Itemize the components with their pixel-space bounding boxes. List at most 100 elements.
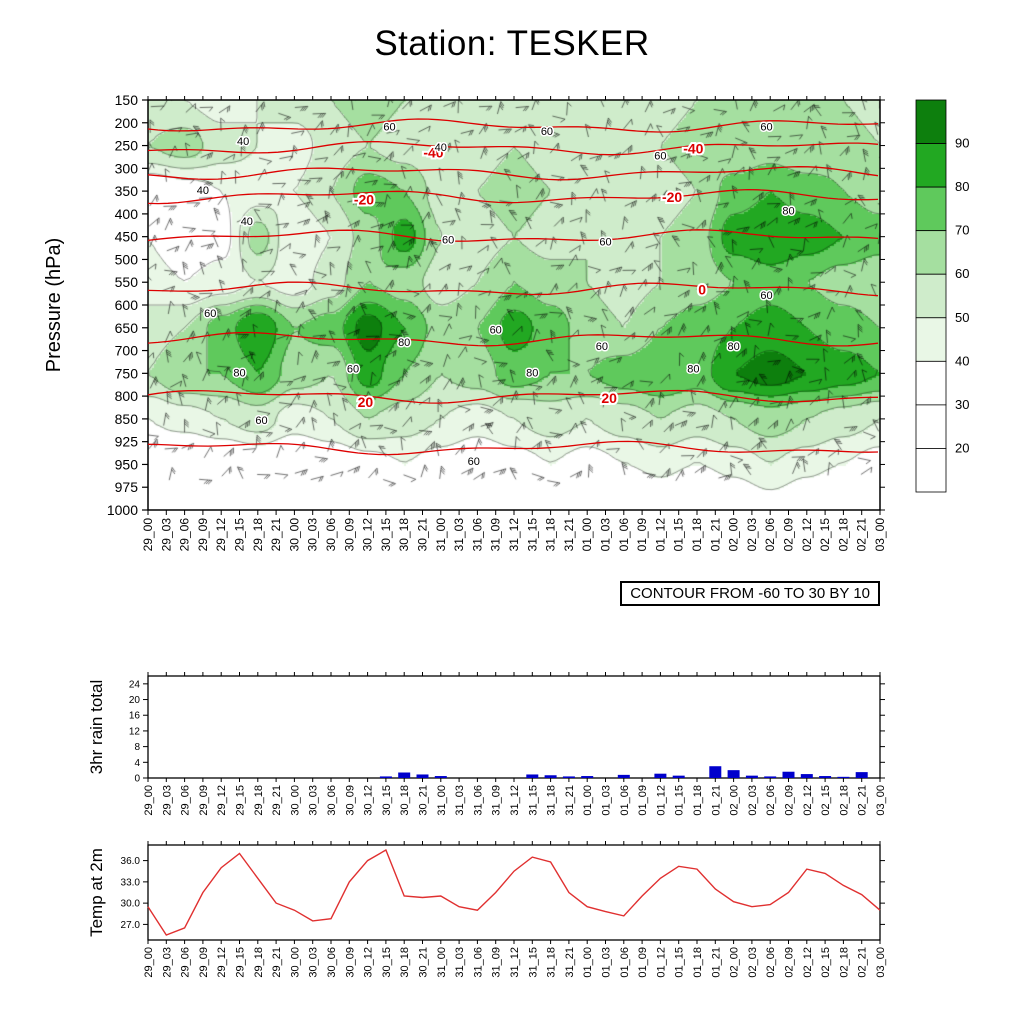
svg-text:20: 20 bbox=[601, 390, 617, 406]
temp-contour-line bbox=[147, 281, 879, 297]
time-tick-label: 02_21 bbox=[855, 518, 869, 552]
time-tick-label: 01_00 bbox=[580, 518, 594, 552]
time-tick-label: 29_12 bbox=[216, 947, 228, 978]
time-tick-label: 31_21 bbox=[564, 785, 576, 816]
rain-bar bbox=[819, 776, 832, 778]
time-tick-label: 29_15 bbox=[235, 785, 247, 816]
rain-bar bbox=[672, 775, 685, 778]
pressure-tick-label: 250 bbox=[115, 138, 139, 154]
svg-text:60: 60 bbox=[442, 234, 454, 246]
time-tick-label: 29_00 bbox=[143, 947, 155, 978]
time-tick-label: 01_06 bbox=[619, 947, 631, 978]
time-tick-label: 01_15 bbox=[674, 785, 686, 816]
rain-bar bbox=[416, 774, 429, 778]
time-tick-label: 30_21 bbox=[418, 785, 430, 816]
time-tick-label: 02_00 bbox=[729, 947, 741, 978]
rain-bar bbox=[617, 774, 630, 778]
pressure-tick-label: 200 bbox=[115, 115, 139, 131]
time-tick-label: 01_18 bbox=[690, 518, 704, 552]
time-tick-label: 30_12 bbox=[363, 785, 375, 816]
time-tick-label: 30_09 bbox=[342, 518, 356, 552]
time-tick-label: 31_03 bbox=[454, 785, 466, 816]
time-tick-label: 30_21 bbox=[418, 947, 430, 978]
time-tick-label: 03_00 bbox=[875, 785, 887, 816]
rain-bar bbox=[434, 776, 447, 778]
main-panel-axes: 1502002503003504004505005506006507007508… bbox=[43, 92, 887, 551]
svg-text:80: 80 bbox=[782, 206, 794, 218]
svg-text:60: 60 bbox=[760, 290, 772, 302]
rain-bar bbox=[800, 774, 813, 778]
time-tick-label: 02_03 bbox=[747, 785, 759, 816]
time-tick-label: 29_03 bbox=[161, 785, 173, 816]
svg-text:-20: -20 bbox=[354, 192, 374, 208]
rain-tick-label: 8 bbox=[134, 742, 140, 753]
svg-text:80: 80 bbox=[526, 368, 538, 380]
time-tick-label: 02_12 bbox=[802, 947, 814, 978]
temperature-contours bbox=[147, 118, 879, 456]
time-tick-label: 31_00 bbox=[434, 518, 448, 552]
time-tick-label: 02_12 bbox=[802, 785, 814, 816]
time-tick-label: 02_15 bbox=[818, 518, 832, 552]
rain-axis-label: 3hr rain total bbox=[87, 680, 106, 775]
rain-bar bbox=[837, 776, 850, 778]
svg-text:40: 40 bbox=[237, 136, 249, 148]
colorbar-label: 30 bbox=[955, 397, 969, 412]
time-tick-label: 01_03 bbox=[601, 947, 613, 978]
pressure-tick-label: 1000 bbox=[107, 502, 138, 518]
time-tick-label: 31_18 bbox=[544, 518, 558, 552]
rain-tick-label: 4 bbox=[134, 758, 140, 769]
time-tick-label: 01_06 bbox=[619, 785, 631, 816]
svg-text:80: 80 bbox=[398, 337, 410, 349]
time-tick-label: 30_03 bbox=[308, 785, 320, 816]
time-tick-label: 01_12 bbox=[655, 785, 667, 816]
time-tick-label: 31_15 bbox=[525, 518, 539, 552]
temp-contour-line bbox=[147, 140, 879, 156]
rain-bar bbox=[562, 776, 575, 778]
rain-bar bbox=[764, 776, 777, 778]
time-tick-label: 02_21 bbox=[857, 785, 869, 816]
time-tick-label: 29_15 bbox=[233, 518, 247, 552]
rain-tick-label: 16 bbox=[129, 711, 141, 722]
temp-tick-label: 33.0 bbox=[121, 877, 141, 888]
pressure-tick-label: 400 bbox=[115, 206, 139, 222]
rain-tick-label: 20 bbox=[129, 695, 141, 706]
pressure-tick-label: 750 bbox=[115, 365, 139, 381]
time-tick-label: 02_09 bbox=[784, 785, 796, 816]
svg-text:40: 40 bbox=[197, 185, 209, 197]
time-tick-label: 31_06 bbox=[472, 785, 484, 816]
svg-text:80: 80 bbox=[233, 368, 245, 380]
time-tick-label: 02_06 bbox=[765, 785, 777, 816]
time-tick-label: 31_18 bbox=[546, 947, 558, 978]
time-tick-label: 02_09 bbox=[782, 518, 796, 552]
time-tick-label: 31_18 bbox=[546, 785, 558, 816]
time-tick-label: 29_18 bbox=[253, 947, 265, 978]
time-tick-label: 01_09 bbox=[637, 785, 649, 816]
time-tick-label: 02_15 bbox=[820, 947, 832, 978]
time-tick-label: 30_00 bbox=[287, 518, 301, 552]
temp-contour-line bbox=[147, 331, 879, 347]
svg-text:60: 60 bbox=[596, 341, 608, 353]
rain-bar bbox=[544, 775, 557, 778]
temp-contour-line bbox=[147, 389, 879, 404]
time-tick-label: 29_00 bbox=[141, 518, 155, 552]
pressure-tick-label: 925 bbox=[115, 434, 139, 450]
time-tick-label: 29_03 bbox=[161, 947, 173, 978]
time-tick-label: 29_12 bbox=[216, 785, 228, 816]
time-tick-label: 29_06 bbox=[180, 947, 192, 978]
svg-text:60: 60 bbox=[760, 122, 772, 134]
time-tick-label: 01_09 bbox=[635, 518, 649, 552]
time-tick-label: 29_09 bbox=[196, 518, 210, 552]
pressure-tick-label: 350 bbox=[115, 183, 139, 199]
time-tick-label: 30_09 bbox=[344, 947, 356, 978]
time-tick-label: 29_09 bbox=[198, 947, 210, 978]
rain-bar bbox=[398, 772, 411, 778]
pressure-tick-label: 450 bbox=[115, 229, 139, 245]
svg-text:60: 60 bbox=[383, 122, 395, 134]
time-tick-label: 01_12 bbox=[653, 518, 667, 552]
rh-contour-labels: 40 60 40 60 60 60 40 40 60 60 80 60 80 60 80 60 80 60 80 60… bbox=[195, 120, 796, 469]
pressure-tick-label: 650 bbox=[115, 320, 139, 336]
svg-text:20: 20 bbox=[358, 394, 374, 410]
time-tick-label: 01_09 bbox=[637, 947, 649, 978]
time-tick-label: 29_21 bbox=[269, 518, 283, 552]
